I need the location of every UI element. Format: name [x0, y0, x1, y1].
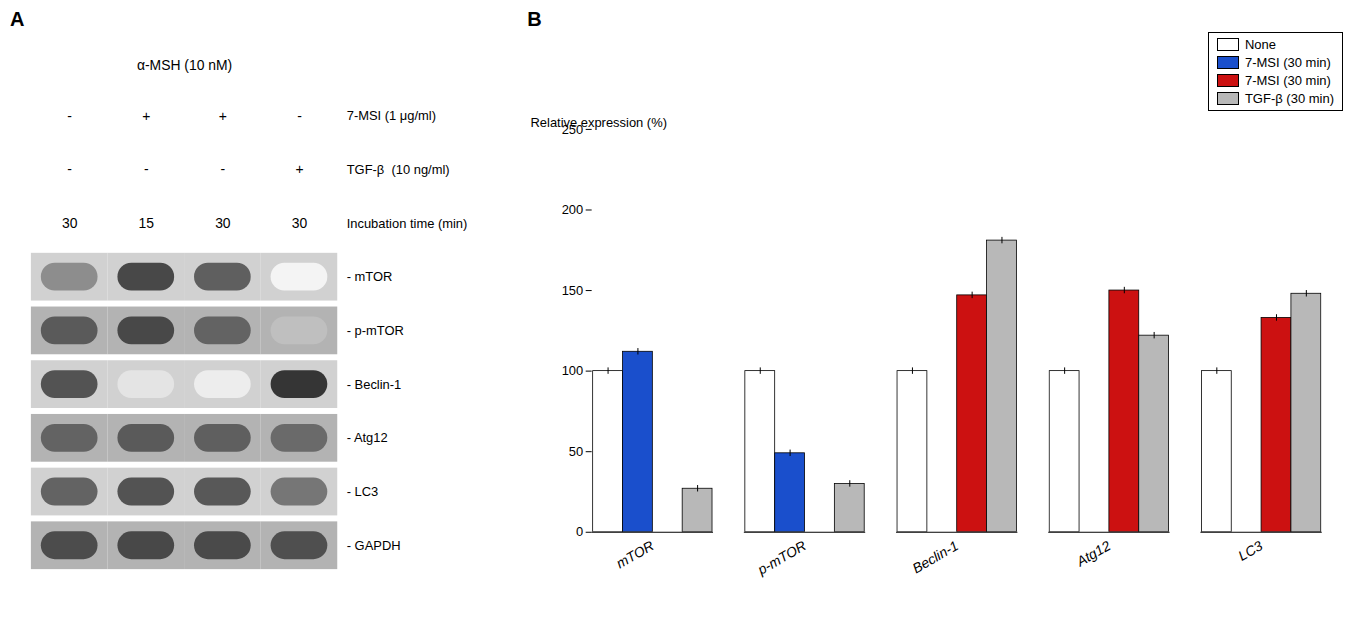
svg-text:- mTOR: - mTOR	[347, 269, 393, 284]
svg-text:α-MSH (10 nM): α-MSH (10 nM)	[137, 57, 232, 73]
svg-text:150: 150	[562, 283, 584, 298]
svg-text:15: 15	[139, 215, 155, 231]
svg-text:-: -	[221, 161, 226, 177]
html-text:B: B	[527, 8, 542, 30]
svg-text:Beclin-1: Beclin-1	[910, 537, 962, 576]
svg-text:-: -	[67, 161, 72, 177]
svg-text:-: -	[144, 161, 149, 177]
svg-text:Relative expression (%): Relative expression (%)	[531, 115, 667, 130]
svg-text:100: 100	[562, 363, 584, 378]
svg-text:30: 30	[215, 215, 231, 231]
svg-text:-: -	[67, 108, 72, 124]
html-text:A: A	[10, 8, 25, 30]
html-text:None: None	[1244, 37, 1276, 52]
svg-text:p-mTOR: p-mTOR	[754, 537, 809, 578]
svg-text:0: 0	[576, 524, 583, 539]
svg-text:-: -	[297, 108, 302, 124]
svg-text:+: +	[219, 108, 227, 124]
svg-text:TGF-β (10 ng/ml): TGF-β (10 ng/ml)	[347, 162, 450, 177]
svg-text:50: 50	[569, 444, 583, 459]
svg-text:- GAPDH: - GAPDH	[347, 538, 401, 553]
svg-text:+: +	[142, 108, 150, 124]
svg-text:30: 30	[292, 215, 308, 231]
svg-text:- LC3: - LC3	[347, 484, 379, 499]
svg-text:200: 200	[562, 202, 584, 217]
svg-text:LC3: LC3	[1236, 537, 1266, 564]
svg-text:Atg12: Atg12	[1073, 537, 1114, 570]
svg-text:- p-mTOR: - p-mTOR	[347, 323, 404, 338]
svg-text:7-MSI (1 μg/ml): 7-MSI (1 μg/ml)	[347, 108, 436, 123]
svg-text:Incubation time (min): Incubation time (min)	[347, 216, 468, 231]
svg-text:+: +	[295, 161, 303, 177]
html-text:7-MSI (30 min): 7-MSI (30 min)	[1244, 73, 1331, 88]
svg-text:30: 30	[62, 215, 78, 231]
html-text:TGF-β (30 min): TGF-β (30 min)	[1244, 91, 1334, 106]
svg-text:- Beclin-1: - Beclin-1	[347, 377, 402, 392]
html-text:7-MSI (30 min): 7-MSI (30 min)	[1244, 55, 1331, 70]
svg-text:mTOR: mTOR	[614, 537, 657, 571]
svg-text:- Atg12: - Atg12	[347, 430, 388, 445]
